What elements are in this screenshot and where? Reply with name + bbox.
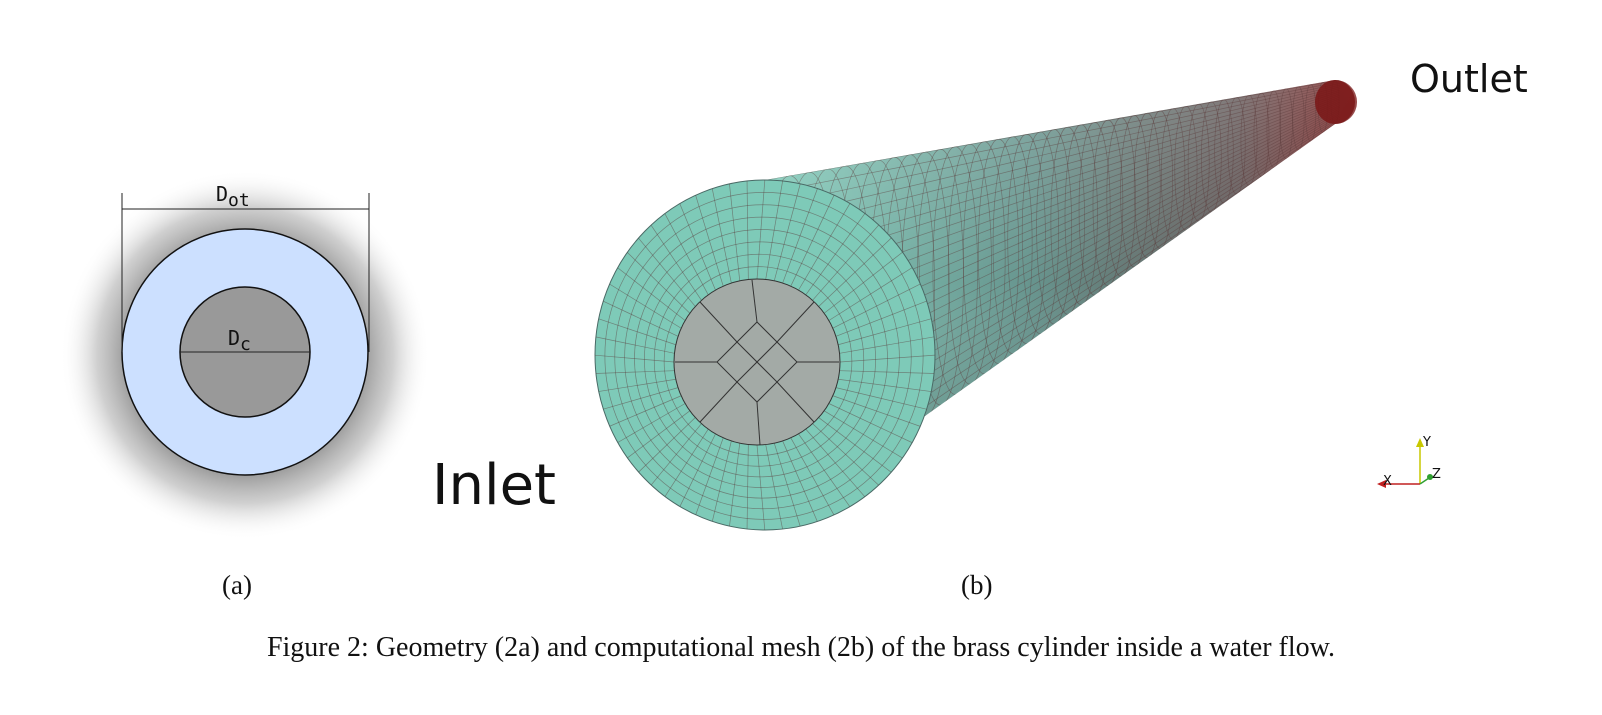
axis-z-label: Z [1432, 467, 1441, 482]
axis-y-label: Y [1422, 435, 1431, 450]
axes-triad: Y X Z [1377, 435, 1441, 489]
inlet-label: Inlet [432, 453, 556, 518]
outlet-end-cap [1315, 80, 1355, 124]
panel-a-geometry: Dc Dot [60, 170, 430, 540]
panel-b-mesh: Inlet Outlet [432, 57, 1528, 531]
figure-caption: Figure 2: Geometry (2a) and computationa… [266, 632, 1336, 663]
cylinder-core-face [673, 278, 841, 446]
sub-caption-b: (b) [961, 570, 993, 600]
inlet-face-gridlines [595, 180, 935, 530]
inner-diameter-label: Dc [228, 326, 251, 355]
sub-caption-a: (a) [222, 570, 252, 600]
outer-diameter-label: Dot [216, 182, 250, 211]
outlet-label: Outlet [1410, 57, 1528, 101]
axis-x-label: X [1383, 474, 1392, 489]
